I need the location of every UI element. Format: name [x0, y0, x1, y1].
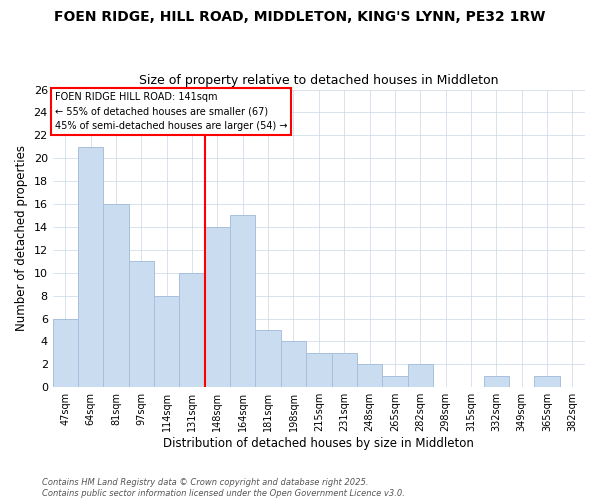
- Bar: [357, 364, 382, 387]
- Bar: [484, 376, 509, 387]
- Bar: [382, 376, 407, 387]
- Bar: [78, 147, 103, 387]
- Bar: [53, 318, 78, 387]
- Bar: [154, 296, 179, 387]
- Bar: [129, 262, 154, 387]
- Bar: [103, 204, 129, 387]
- Text: Contains HM Land Registry data © Crown copyright and database right 2025.
Contai: Contains HM Land Registry data © Crown c…: [42, 478, 405, 498]
- Bar: [205, 227, 230, 387]
- Text: FOEN RIDGE, HILL ROAD, MIDDLETON, KING'S LYNN, PE32 1RW: FOEN RIDGE, HILL ROAD, MIDDLETON, KING'S…: [55, 10, 545, 24]
- Y-axis label: Number of detached properties: Number of detached properties: [15, 146, 28, 332]
- Title: Size of property relative to detached houses in Middleton: Size of property relative to detached ho…: [139, 74, 499, 87]
- Bar: [535, 376, 560, 387]
- Text: FOEN RIDGE HILL ROAD: 141sqm
← 55% of detached houses are smaller (67)
45% of se: FOEN RIDGE HILL ROAD: 141sqm ← 55% of de…: [55, 92, 287, 132]
- Bar: [306, 353, 332, 387]
- Bar: [332, 353, 357, 387]
- Bar: [179, 272, 205, 387]
- Bar: [281, 342, 306, 387]
- X-axis label: Distribution of detached houses by size in Middleton: Distribution of detached houses by size …: [163, 437, 474, 450]
- Bar: [407, 364, 433, 387]
- Bar: [230, 216, 256, 387]
- Bar: [256, 330, 281, 387]
